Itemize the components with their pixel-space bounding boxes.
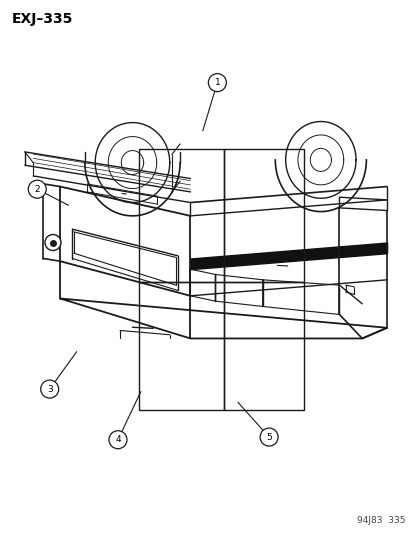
Text: 5: 5: [266, 433, 271, 441]
Text: 4: 4: [115, 435, 121, 444]
Bar: [138, 149, 223, 282]
Circle shape: [28, 180, 46, 198]
Circle shape: [40, 380, 59, 398]
Circle shape: [259, 428, 278, 446]
Circle shape: [208, 74, 226, 92]
Text: 3: 3: [47, 385, 52, 393]
Text: EXJ–335: EXJ–335: [12, 12, 73, 26]
Circle shape: [109, 431, 127, 449]
Text: 2: 2: [34, 185, 40, 193]
Bar: [138, 282, 223, 410]
Text: 1: 1: [214, 78, 220, 87]
Bar: [223, 282, 304, 410]
Circle shape: [45, 235, 61, 251]
Text: 94J83  335: 94J83 335: [357, 516, 405, 525]
Bar: [223, 149, 304, 282]
